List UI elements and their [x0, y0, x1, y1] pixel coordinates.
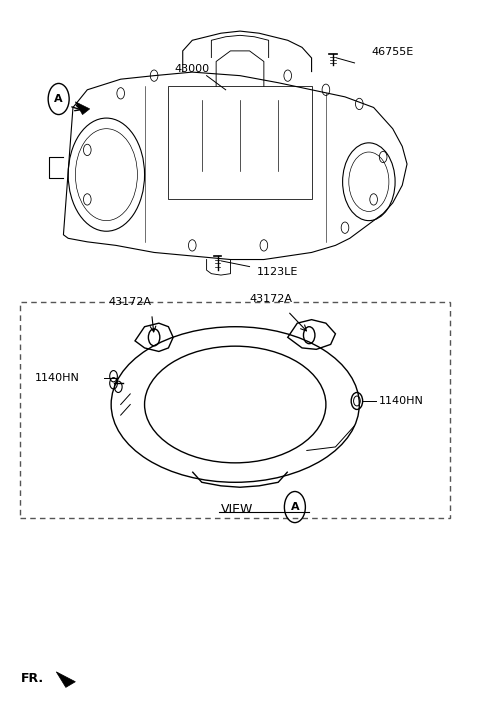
Text: A: A [290, 502, 299, 512]
Text: 46755E: 46755E [371, 47, 413, 57]
Text: 43172A: 43172A [250, 294, 292, 304]
Polygon shape [75, 102, 90, 114]
Polygon shape [56, 672, 75, 687]
Text: VIEW: VIEW [221, 503, 253, 515]
Text: 1140HN: 1140HN [35, 373, 80, 383]
Text: 43000: 43000 [175, 63, 210, 74]
Text: 43172A: 43172A [109, 297, 152, 307]
Bar [168, 86, 312, 200]
Text: 1123LE: 1123LE [257, 266, 298, 277]
Text: FR.: FR. [21, 672, 44, 685]
Text: 1140HN: 1140HN [378, 396, 423, 406]
Text: A: A [54, 94, 63, 104]
